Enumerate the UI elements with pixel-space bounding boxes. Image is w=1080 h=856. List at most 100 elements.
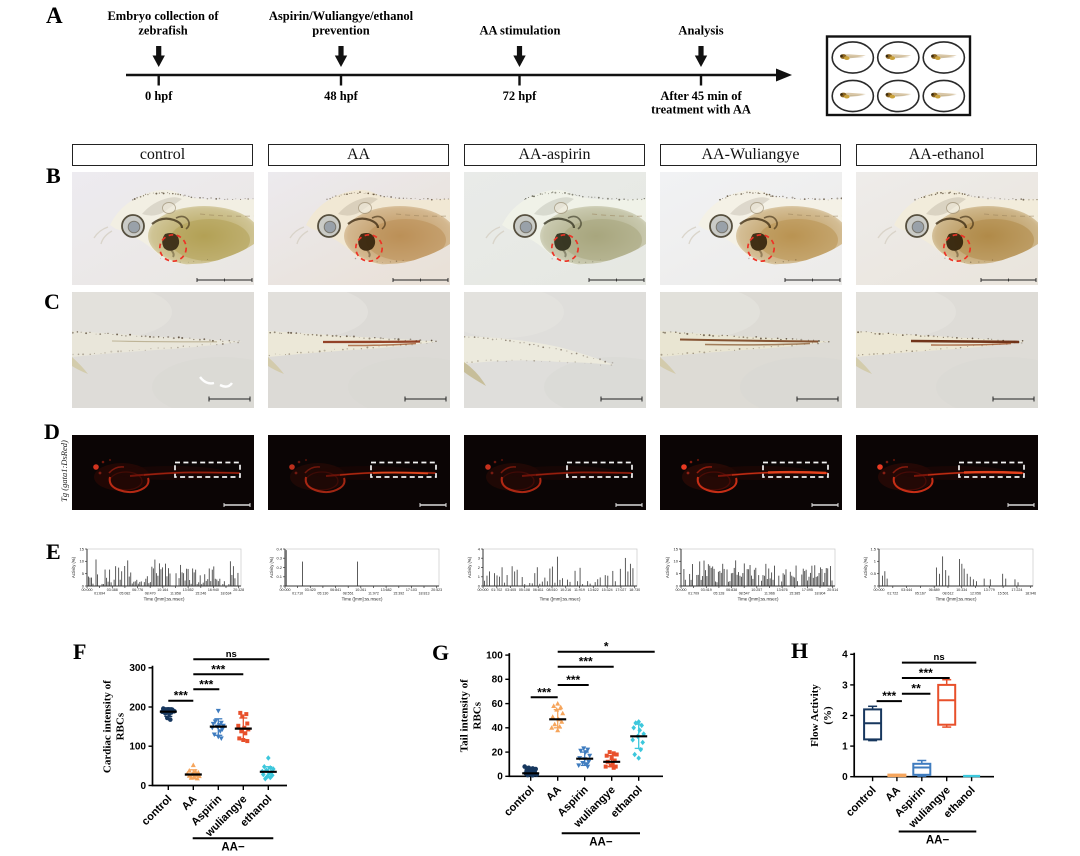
svg-text:Time ([mm]:ss.msec): Time ([mm]:ss.msec)	[936, 597, 977, 602]
svg-text:***: ***	[919, 666, 933, 680]
svg-text:0: 0	[676, 583, 679, 588]
svg-text:08:470: 08:470	[145, 592, 156, 596]
svg-text:***: ***	[579, 655, 593, 669]
svg-text:0: 0	[478, 583, 481, 588]
svg-text:10: 10	[674, 559, 679, 564]
svg-text:18:634: 18:634	[221, 592, 232, 596]
svg-text:15:324: 15:324	[602, 588, 613, 592]
svg-text:10:216: 10:216	[560, 588, 571, 592]
svg-text:Analysis: Analysis	[678, 24, 723, 38]
svg-text:40: 40	[492, 723, 504, 734]
svg-text:18:813: 18:813	[419, 592, 430, 596]
svg-text:11:972: 11:972	[368, 592, 379, 596]
svg-text:06:889: 06:889	[929, 588, 940, 592]
svg-text:1: 1	[478, 574, 481, 579]
svg-text:5: 5	[82, 571, 85, 576]
svg-text:control: control	[140, 793, 175, 828]
svg-text:06:776: 06:776	[132, 588, 143, 592]
svg-text:11:858: 11:858	[170, 592, 181, 596]
svg-text:15:246: 15:246	[195, 592, 206, 596]
svg-text:0: 0	[140, 781, 146, 792]
svg-text:4: 4	[842, 650, 848, 661]
svg-text:11:966: 11:966	[764, 592, 775, 596]
svg-text:AA: AA	[883, 784, 903, 804]
svg-text:3: 3	[478, 556, 481, 561]
svg-text:Embryo collection of: Embryo collection of	[107, 9, 219, 23]
svg-text:06:838: 06:838	[726, 588, 737, 592]
svg-text:1: 1	[842, 742, 848, 753]
svg-text:12:056: 12:056	[970, 592, 981, 596]
svg-text:5: 5	[676, 571, 679, 576]
svg-text:zebrafish: zebrafish	[138, 24, 187, 38]
svg-text:00:000: 00:000	[478, 588, 489, 592]
svg-text:4: 4	[478, 546, 481, 551]
svg-text:08:551: 08:551	[343, 592, 354, 596]
svg-text:05:128: 05:128	[713, 592, 724, 596]
svg-text:Cardiac intensity of: Cardiac intensity of	[102, 680, 114, 773]
svg-text:2: 2	[842, 711, 848, 722]
svg-text:01:694: 01:694	[94, 592, 105, 596]
svg-text:0: 0	[842, 772, 848, 783]
svg-text:03:444: 03:444	[901, 588, 912, 592]
svg-text:17:103: 17:103	[406, 588, 417, 592]
svg-text:Time ([mm]:ss.msec): Time ([mm]:ss.msec)	[144, 597, 185, 602]
svg-text:10:164: 10:164	[157, 588, 168, 592]
svg-text:3: 3	[842, 680, 848, 691]
svg-text:0.4: 0.4	[276, 546, 282, 551]
svg-text:08:510: 08:510	[547, 588, 558, 592]
svg-text:18:730: 18:730	[629, 588, 640, 592]
svg-text:03:405: 03:405	[505, 588, 516, 592]
svg-text:03:388: 03:388	[107, 588, 118, 592]
svg-text:control: control	[844, 784, 879, 819]
svg-text:08:612: 08:612	[943, 592, 954, 596]
svg-text:***: ***	[882, 689, 896, 703]
svg-text:72 hpf: 72 hpf	[503, 89, 538, 103]
svg-text:0.2: 0.2	[276, 565, 282, 570]
svg-text:20:523: 20:523	[431, 588, 442, 592]
svg-text:0.1: 0.1	[276, 574, 282, 579]
svg-text:17:027: 17:027	[615, 588, 626, 592]
svg-text:01:722: 01:722	[887, 592, 898, 596]
svg-text:01:709: 01:709	[688, 592, 699, 596]
svg-text:17:095: 17:095	[802, 588, 813, 592]
svg-text:Activity (%): Activity (%)	[467, 556, 472, 578]
svg-text:0: 0	[280, 583, 283, 588]
svg-text:10:261: 10:261	[355, 588, 366, 592]
svg-text:10:257: 10:257	[751, 588, 762, 592]
svg-text:300: 300	[129, 663, 146, 674]
svg-text:20:328: 20:328	[233, 588, 244, 592]
svg-text:(%): (%)	[822, 706, 834, 725]
svg-text:0.5: 0.5	[870, 571, 876, 576]
svg-text:03:419: 03:419	[701, 588, 712, 592]
svg-text:After 45 min of: After 45 min of	[660, 89, 742, 103]
svg-text:05:167: 05:167	[915, 592, 926, 596]
svg-text:18:804: 18:804	[815, 592, 826, 596]
svg-text:AA: AA	[544, 784, 564, 804]
svg-text:11:919: 11:919	[574, 588, 585, 592]
svg-text:60: 60	[492, 699, 504, 710]
svg-text:10:334: 10:334	[956, 588, 967, 592]
svg-text:Tail intensity of: Tail intensity of	[458, 679, 470, 752]
svg-text:***: ***	[199, 677, 213, 691]
svg-text:Activity (%): Activity (%)	[863, 556, 868, 578]
svg-text:prevention: prevention	[312, 24, 369, 38]
svg-text:0: 0	[82, 583, 85, 588]
svg-text:0 hpf: 0 hpf	[145, 89, 173, 103]
svg-text:03:420: 03:420	[305, 588, 316, 592]
svg-text:100: 100	[486, 651, 503, 662]
svg-text:ns: ns	[934, 652, 945, 663]
svg-text:*: *	[604, 640, 609, 654]
svg-text:***: ***	[537, 685, 551, 699]
svg-text:Time ([mm]:ss.msec): Time ([mm]:ss.msec)	[342, 597, 383, 602]
svg-text:AA−: AA−	[589, 836, 613, 848]
svg-text:Activity (%): Activity (%)	[665, 556, 670, 578]
svg-text:0: 0	[497, 772, 503, 783]
svg-text:15:392: 15:392	[393, 592, 404, 596]
svg-text:A: A	[46, 3, 63, 28]
svg-text:1: 1	[874, 559, 877, 564]
svg-text:0.3: 0.3	[276, 556, 282, 561]
svg-text:01:710: 01:710	[292, 592, 303, 596]
svg-text:16:940: 16:940	[208, 588, 219, 592]
svg-text:0: 0	[874, 583, 877, 588]
svg-text:15: 15	[80, 546, 85, 551]
